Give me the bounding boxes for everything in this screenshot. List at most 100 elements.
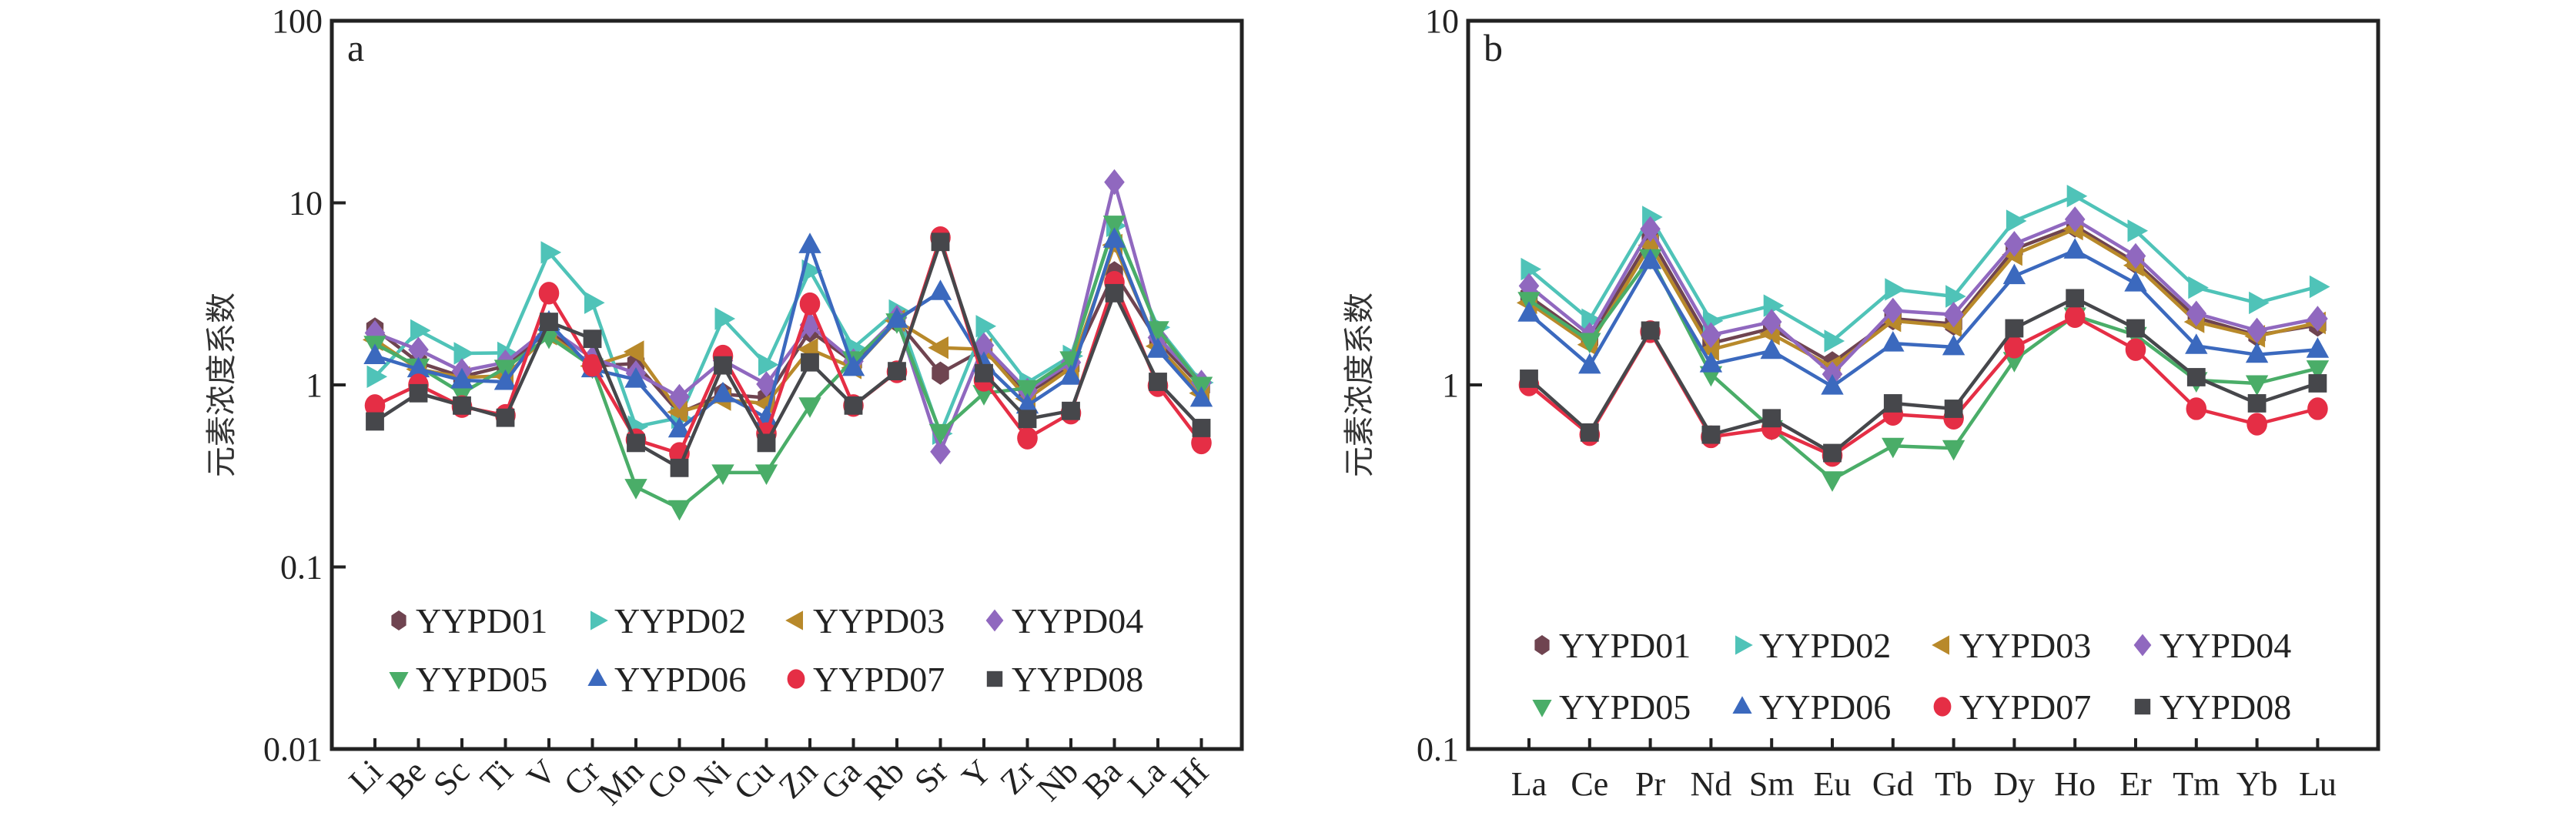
data-point	[1018, 410, 1037, 429]
data-point	[2306, 337, 2330, 358]
data-point	[623, 340, 644, 363]
x-tick-label: Pr	[1635, 765, 1665, 803]
data-point	[667, 400, 687, 423]
data-point	[540, 313, 558, 331]
legend-marker-icon	[2133, 634, 2152, 657]
data-point	[1149, 373, 1167, 391]
legend-label: YYPD02	[614, 601, 746, 640]
data-point	[538, 282, 560, 305]
data-point	[408, 336, 429, 363]
data-point	[1821, 374, 1844, 395]
series-yypd08	[366, 232, 1211, 477]
legend-label: YYPD01	[416, 601, 547, 640]
data-point	[1102, 227, 1126, 248]
x-tick-label: Y	[955, 752, 999, 796]
data-point	[1520, 370, 1538, 388]
data-point	[1824, 329, 1845, 353]
data-point	[2186, 300, 2207, 327]
y-tick-label: 10	[289, 185, 323, 222]
legend-item: YYPD03	[1932, 626, 2091, 665]
series-line	[1527, 194, 2318, 343]
legend-marker-icon	[590, 610, 608, 630]
data-point	[754, 464, 778, 485]
legend-marker-icon	[389, 672, 409, 690]
data-point	[453, 342, 475, 365]
data-point	[1823, 443, 1842, 463]
data-point	[2063, 238, 2086, 259]
series-yypd02	[1521, 185, 2330, 353]
data-point	[409, 383, 428, 403]
data-point	[2249, 291, 2270, 315]
data-point	[931, 232, 950, 252]
data-point	[2306, 360, 2330, 381]
y-axis-title: 元素浓度系数	[204, 293, 239, 477]
legend-marker-icon	[2134, 698, 2151, 715]
y-tick-label: 1	[1442, 366, 1459, 404]
series-line	[1527, 217, 2318, 376]
data-point	[1762, 409, 1781, 428]
series-line	[374, 180, 1203, 453]
data-point	[975, 315, 997, 338]
data-point	[2064, 206, 2086, 232]
legend-item: YYPD01	[1534, 626, 1691, 665]
legend-marker-icon	[1735, 635, 1753, 655]
data-point	[841, 355, 865, 376]
data-point	[801, 259, 823, 283]
data-point	[1059, 364, 1082, 385]
data-point	[1882, 331, 1905, 352]
data-point	[670, 458, 689, 477]
data-point	[1015, 380, 1039, 401]
data-point	[1578, 333, 1601, 354]
legend-item: YYPD05	[389, 660, 547, 699]
data-point	[1943, 301, 1964, 328]
x-tick-label: Ho	[2054, 765, 2096, 803]
data-point	[885, 307, 908, 328]
legend-item: YYPD07	[787, 660, 945, 699]
y-tick-label: 1	[306, 366, 323, 404]
y-tick-label: 0.1	[280, 549, 323, 587]
data-point	[2186, 397, 2207, 420]
data-point	[798, 232, 821, 253]
data-point	[2066, 289, 2085, 308]
data-point	[2245, 342, 2269, 363]
legend-label: YYPD08	[1012, 660, 1143, 699]
data-point	[493, 369, 517, 390]
data-point	[2307, 397, 2328, 420]
data-point	[928, 423, 952, 445]
data-point	[1883, 394, 1902, 413]
x-tick-label: Yb	[2236, 765, 2278, 803]
data-point	[1102, 216, 1126, 236]
legend-marker-icon	[785, 610, 803, 630]
data-point	[450, 367, 473, 389]
data-point	[2006, 209, 2027, 232]
data-point	[1581, 308, 1602, 331]
data-point	[627, 433, 645, 453]
legend-label: YYPD05	[416, 660, 547, 699]
data-point	[844, 396, 863, 415]
data-point	[2246, 317, 2267, 344]
data-point	[711, 381, 734, 403]
legend: YYPD01 YYPD02 YYPD03 YYPD04 YYPD05 YYPD06 YYPD…	[389, 601, 1143, 699]
legend-item: YYPD02	[1735, 626, 1891, 665]
chart-panel-b: 元素浓度系数 10 1 0.1 La Ce Pr Nd Sm Eu Gd Tb Dy Ho Er Tm Yb Lu…	[1342, 2, 2380, 803]
data-point	[2247, 394, 2267, 413]
panel-label: a	[347, 26, 364, 69]
x-tick-label: Nd	[1691, 765, 1732, 803]
series-yypd08	[1520, 289, 2327, 463]
data-point	[1760, 338, 1783, 359]
legend-item: YYPD02	[590, 601, 746, 640]
data-point	[667, 500, 691, 521]
data-point	[2125, 242, 2146, 269]
data-point	[1885, 278, 1905, 301]
legend: YYPD01 YYPD02 YYPD03 YYPD04 YYPD05 YYPD06 YYPD…	[1532, 626, 2291, 727]
x-tick-label: Rb	[857, 752, 912, 807]
legend-label: YYPD03	[1959, 626, 2091, 665]
data-point	[2308, 374, 2327, 393]
data-point	[1641, 321, 1660, 340]
legend-label: YYPD02	[1759, 626, 1891, 665]
x-tick-label: Tb	[1935, 765, 1972, 803]
y-axis-title: 元素浓度系数	[1342, 293, 1377, 477]
data-point	[2002, 263, 2026, 285]
data-point	[756, 371, 777, 397]
